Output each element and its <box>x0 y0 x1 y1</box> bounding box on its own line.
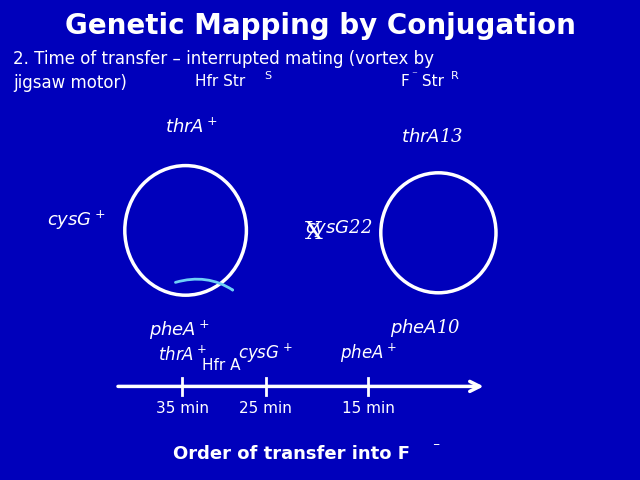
Text: ⁻: ⁻ <box>411 71 417 81</box>
Text: Str: Str <box>417 74 444 89</box>
Text: 25 min: 25 min <box>239 401 292 416</box>
Text: F: F <box>400 74 409 89</box>
Text: $cysG$22: $cysG$22 <box>305 217 373 239</box>
Text: Order of transfer into F: Order of transfer into F <box>173 444 410 463</box>
Text: 35 min: 35 min <box>156 401 209 416</box>
Text: Genetic Mapping by Conjugation: Genetic Mapping by Conjugation <box>65 12 575 40</box>
Text: ⁻: ⁻ <box>432 440 440 455</box>
Text: $cysG^+$: $cysG^+$ <box>47 209 106 232</box>
FancyArrowPatch shape <box>175 279 232 290</box>
Text: $cysG^+$: $cysG^+$ <box>238 341 293 365</box>
Text: Hfr A: Hfr A <box>202 358 240 372</box>
Text: X: X <box>305 221 323 244</box>
Text: 2. Time of transfer – interrupted mating (vortex by: 2. Time of transfer – interrupted mating… <box>13 50 434 68</box>
Text: S: S <box>264 71 271 81</box>
Text: $thrA$13: $thrA$13 <box>401 128 463 146</box>
Text: $thrA^+$: $thrA^+$ <box>158 346 207 365</box>
Text: $pheA^+$: $pheA^+$ <box>340 341 396 365</box>
Text: $pheA$10: $pheA$10 <box>390 317 461 339</box>
Text: $pheA^+$: $pheA^+$ <box>148 319 210 343</box>
Text: $thrA^+$: $thrA^+$ <box>165 118 219 137</box>
Text: R: R <box>451 71 458 81</box>
Text: Hfr Str: Hfr Str <box>195 74 246 89</box>
Text: jigsaw motor): jigsaw motor) <box>13 74 127 93</box>
Text: 15 min: 15 min <box>342 401 394 416</box>
